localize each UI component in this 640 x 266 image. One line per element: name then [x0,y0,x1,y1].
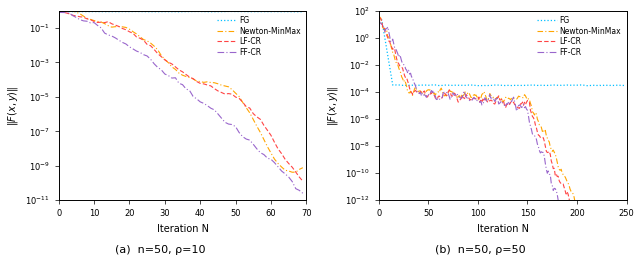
Newton-MinMax [518,96,525,99]
FG [157,10,165,13]
FG [111,10,119,13]
FG [299,10,307,13]
Newton-MinMax [264,145,271,148]
FF-CR [545,172,553,176]
LF-CR [478,101,486,104]
LF-CR [376,16,384,19]
LF-CR [189,77,197,80]
X-axis label: Iteration N: Iteration N [157,224,209,234]
FG [545,84,553,87]
Newton-MinMax [86,18,94,21]
FF-CR [415,92,423,95]
FF-CR [189,95,197,98]
LF-CR [375,17,383,20]
FF-CR [586,253,594,256]
Line: FG: FG [379,18,625,86]
Newton-MinMax [129,30,137,33]
Newton-MinMax [260,138,268,141]
FF-CR [477,99,484,103]
FF-CR [55,11,63,14]
FG [86,10,94,13]
Newton-MinMax [620,250,627,253]
FG [225,10,232,13]
LF-CR [518,101,526,104]
FG [474,84,482,87]
Newton-MinMax [612,243,620,246]
Newton-MinMax [477,96,484,99]
Line: Newton-MinMax: Newton-MinMax [59,11,303,172]
LF-CR [55,9,63,13]
LF-CR [547,153,554,156]
FG [621,84,629,87]
Newton-MinMax [55,9,63,12]
FF-CR [129,47,137,51]
Text: (a)  n=50, ρ=10: (a) n=50, ρ=10 [115,245,205,255]
FF-CR [118,41,126,44]
Y-axis label: $\|F(x,y)\|$: $\|F(x,y)\|$ [6,85,20,126]
LF-CR [111,23,119,27]
FF-CR [111,36,119,39]
FG [175,10,183,13]
Newton-MinMax [289,171,296,174]
Legend: FG, Newton-MinMax, LF-CR, FF-CR: FG, Newton-MinMax, LF-CR, FF-CR [216,15,303,58]
FF-CR [264,157,271,160]
X-axis label: Iteration N: Iteration N [477,224,529,234]
LF-CR [417,90,424,93]
Newton-MinMax [474,96,482,99]
LF-CR [129,32,137,35]
LF-CR [299,180,307,183]
FF-CR [260,153,268,156]
FF-CR [621,253,629,256]
Text: (b)  n=50, ρ=50: (b) n=50, ρ=50 [435,245,525,255]
Newton-MinMax [415,89,423,93]
FF-CR [518,106,525,109]
FG [584,84,592,87]
LF-CR [260,124,268,127]
LF-CR [118,27,126,30]
Line: LF-CR: LF-CR [379,18,625,249]
LF-CR [475,95,483,99]
FG [55,10,63,13]
Newton-MinMax [111,25,119,28]
Newton-MinMax [545,140,553,144]
FG [477,84,484,87]
Newton-MinMax [189,77,197,81]
FG [271,10,278,13]
LF-CR [621,247,629,251]
FF-CR [299,192,307,195]
LF-CR [264,129,271,132]
FG [193,10,200,13]
Line: LF-CR: LF-CR [59,11,303,181]
FG [415,84,423,87]
FG [518,84,525,87]
FF-CR [474,99,482,102]
Line: Newton-MinMax: Newton-MinMax [379,16,625,251]
FF-CR [613,253,621,256]
FG [375,16,383,19]
Line: FG: FG [59,11,303,12]
FG [613,84,621,87]
Line: FF-CR: FF-CR [59,13,303,193]
Y-axis label: $\|F(x,y)\|$: $\|F(x,y)\|$ [326,85,340,126]
Newton-MinMax [375,14,383,17]
FG [129,10,137,13]
FF-CR [375,18,383,21]
Legend: FG, Newton-MinMax, LF-CR, FF-CR: FG, Newton-MinMax, LF-CR, FF-CR [536,15,623,58]
LF-CR [613,246,621,249]
Line: FF-CR: FF-CR [379,19,625,254]
Newton-MinMax [621,248,629,251]
Newton-MinMax [299,166,307,169]
